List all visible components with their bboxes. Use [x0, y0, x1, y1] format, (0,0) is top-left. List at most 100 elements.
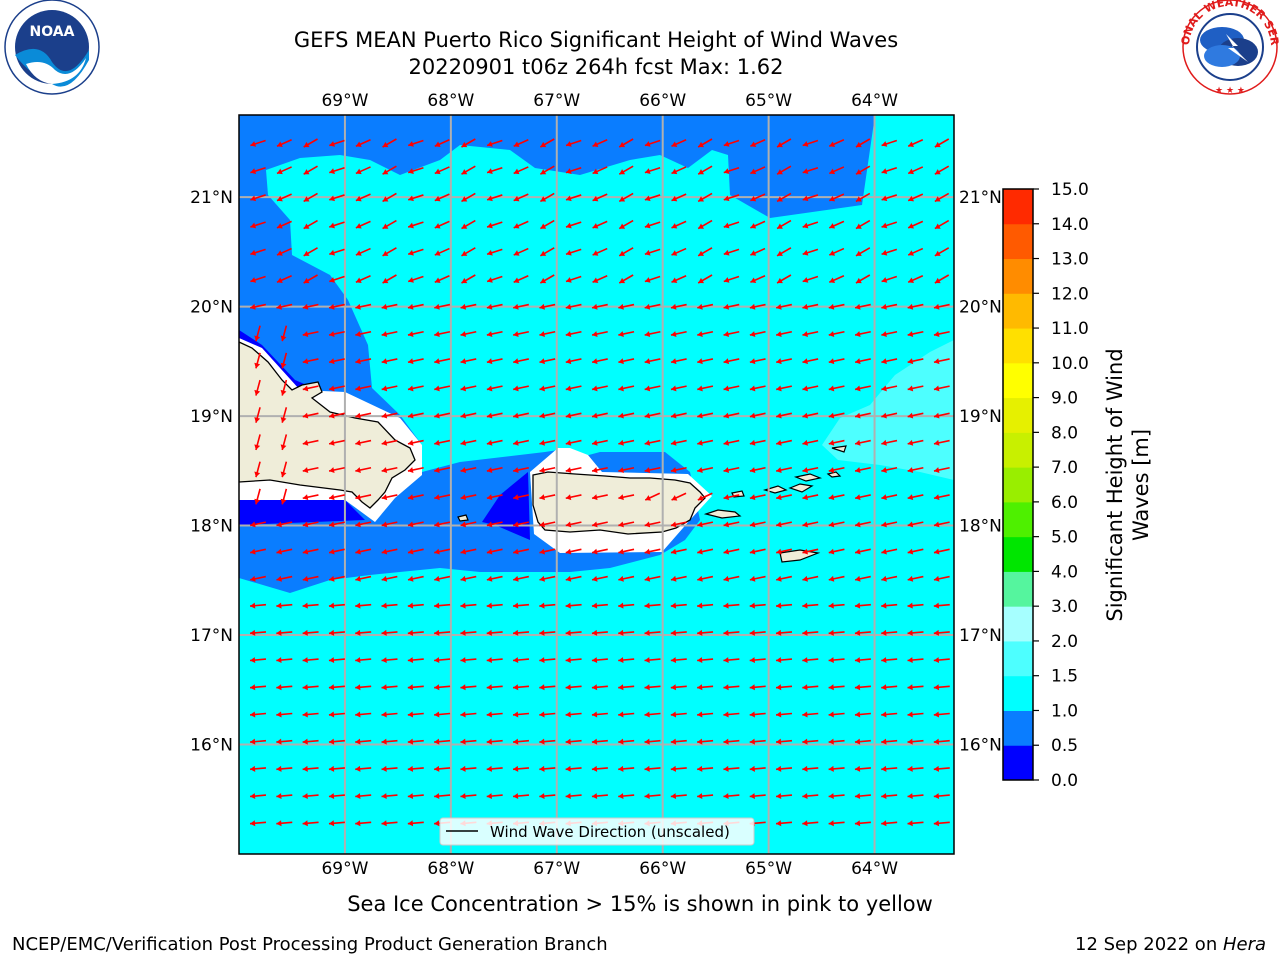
- wave-direction-arrow: [302, 548, 319, 555]
- wave-direction-arrow: [513, 166, 529, 175]
- wave-direction-arrow: [355, 247, 371, 256]
- wave-direction-arrow: [591, 629, 608, 636]
- wave-direction-arrow: [749, 657, 766, 664]
- colorbar-tick-label: 5.0: [1051, 528, 1078, 548]
- wave-direction-arrow: [512, 711, 530, 718]
- wave-direction-arrow: [591, 765, 608, 772]
- wave-direction-arrow: [486, 303, 503, 310]
- wave-direction-arrow: [302, 521, 319, 528]
- wave-direction-arrow: [591, 494, 608, 501]
- colorbar-tick-label: 15.0: [1051, 180, 1089, 200]
- wave-direction-arrow: [591, 657, 608, 664]
- colorbar-swatch: [1003, 675, 1033, 711]
- wave-direction-arrow: [381, 711, 398, 718]
- wave-direction-arrow: [697, 330, 714, 337]
- wave-direction-arrow: [618, 521, 635, 528]
- wave-direction-arrow: [881, 412, 898, 419]
- wave-direction-arrow: [250, 221, 266, 229]
- wave-direction-arrow: [749, 303, 766, 310]
- wave-direction-arrow: [512, 738, 530, 745]
- wave-direction-arrow: [250, 248, 266, 256]
- wave-direction-arrow: [250, 166, 266, 174]
- wave-direction-arrow: [355, 330, 372, 337]
- wave-direction-arrow: [644, 385, 661, 392]
- wave-direction-arrow: [565, 303, 582, 310]
- wave-direction-arrow: [276, 166, 292, 175]
- wave-direction-arrow: [513, 193, 529, 202]
- wave-direction-arrow: [328, 684, 345, 691]
- wave-direction-arrow: [749, 711, 766, 718]
- colorbar-swatch: [1003, 293, 1033, 329]
- island-st-john: [788, 483, 814, 493]
- wave-direction-arrow: [881, 385, 898, 392]
- wave-direction-arrow: [828, 275, 845, 283]
- colorbar-swatch: [1003, 536, 1033, 572]
- wave-direction-arrow: [434, 494, 451, 501]
- wave-direction-arrow: [382, 274, 397, 284]
- wave-direction-arrow: [644, 194, 661, 202]
- wave-direction-arrow: [539, 793, 556, 800]
- wave-direction-arrow: [513, 358, 529, 365]
- wave-direction-arrow: [776, 412, 792, 419]
- wave-direction-arrow: [355, 412, 372, 419]
- wave-direction-arrow: [434, 439, 451, 446]
- wave-direction-arrow: [670, 575, 687, 582]
- wave-direction-arrow: [749, 738, 766, 745]
- wave-direction-arrow: [828, 548, 845, 555]
- wave-direction-arrow: [749, 575, 766, 582]
- wave-direction-arrow: [280, 352, 288, 369]
- wave-direction-arrow: [881, 793, 898, 800]
- wave-direction-arrow: [697, 247, 713, 257]
- wave-direction-arrow: [802, 657, 819, 664]
- wave-direction-arrow: [591, 711, 608, 718]
- small-islands: [457, 445, 847, 563]
- wave-direction-arrow: [591, 793, 608, 800]
- wave-direction-arrow: [697, 684, 714, 691]
- wave-direction-arrow: [381, 303, 398, 310]
- wave-direction-arrow: [407, 820, 424, 827]
- wave-direction-arrow: [486, 166, 503, 174]
- wave-direction-arrow: [328, 820, 345, 827]
- wave-direction-arrow: [460, 711, 477, 718]
- wave-direction-arrow: [355, 139, 371, 147]
- wave-direction-arrow: [644, 303, 661, 310]
- wave-direction-arrow: [828, 711, 845, 718]
- wave-direction-arrow: [302, 602, 319, 609]
- wave-direction-arrow: [828, 330, 845, 337]
- wave-direction-arrow: [670, 358, 687, 365]
- wave-direction-arrow: [355, 385, 372, 392]
- island-anegada: [831, 445, 847, 453]
- wave-direction-arrow: [750, 220, 766, 229]
- wave-direction-arrow: [539, 192, 555, 203]
- wave-direction-arrow: [565, 439, 582, 446]
- wave-direction-arrow: [775, 684, 793, 691]
- wave-direction-arrow: [250, 575, 266, 582]
- wave-direction-arrow: [618, 192, 634, 203]
- wave-direction-arrow: [407, 657, 424, 664]
- wave-direction-arrow: [539, 165, 555, 175]
- wave-direction-arrow: [328, 521, 345, 528]
- wave-direction-arrow: [434, 657, 451, 664]
- wave-direction-arrow: [381, 358, 398, 365]
- wave-direction-arrow: [802, 521, 819, 528]
- legend-label: Wind Wave Direction (unscaled): [490, 823, 730, 841]
- wave-direction-arrow: [854, 765, 871, 772]
- wave-direction-arrow: [907, 765, 924, 772]
- wave-direction-arrow: [407, 166, 424, 174]
- wave-direction-arrow: [644, 711, 661, 718]
- wave-direction-arrow: [697, 439, 714, 446]
- wave-direction-arrow: [539, 548, 556, 555]
- wave-direction-arrow: [407, 793, 424, 800]
- wave-direction-arrow: [776, 247, 792, 257]
- wave-direction-arrow: [907, 548, 924, 555]
- wave-direction-arrow: [407, 248, 424, 256]
- wave-direction-arrow: [802, 575, 819, 582]
- wave-direction-arrow: [407, 194, 424, 202]
- colorbar-swatch: [1003, 362, 1033, 399]
- wave-direction-arrow: [828, 166, 845, 175]
- wave-direction-arrow: [381, 439, 398, 446]
- wave-direction-arrow: [460, 684, 477, 691]
- wave-direction-arrow: [907, 521, 924, 528]
- map-frame: [238, 114, 955, 855]
- wave-direction-arrow: [486, 358, 503, 365]
